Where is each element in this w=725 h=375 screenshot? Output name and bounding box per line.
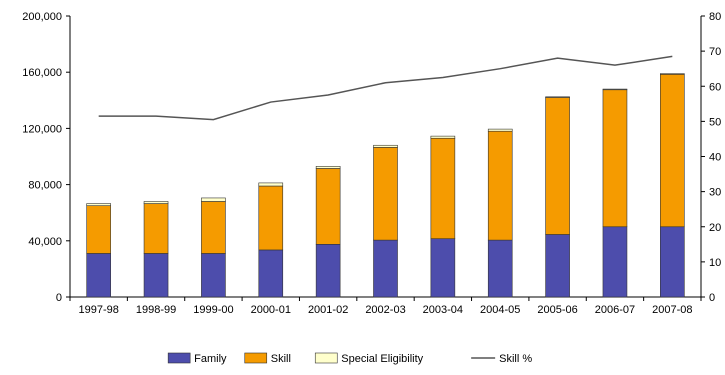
left-tick-label: 80,000	[28, 180, 62, 192]
bar-skill	[430, 137, 456, 239]
bar-family	[201, 253, 226, 298]
plot-area: 0 40,000 80,000 120,000 160,000 200,000 0 10 20 3…	[22, 11, 721, 316]
x-tick-label: 1998-99	[136, 304, 176, 316]
bar-family	[143, 253, 169, 298]
left-tick-label: 120,000	[22, 123, 62, 135]
bar-skill	[143, 203, 169, 254]
x-tick-label: 2000-01	[251, 304, 291, 316]
legend-label-skill: Skill	[271, 353, 291, 365]
bar-skill	[487, 130, 513, 241]
right-tick-label: 30	[709, 187, 721, 199]
legend-label-special-eligibility: Special Eligibility	[341, 353, 423, 365]
x-tick-label: 2004-05	[480, 304, 520, 316]
x-tick-label: 2002-03	[365, 304, 405, 316]
bar-skill	[86, 205, 111, 254]
bar-special-eligibility	[602, 88, 628, 91]
bar-special-eligibility	[660, 73, 685, 75]
right-tick-label: 40	[709, 152, 721, 164]
left-tick-label: 0	[56, 292, 62, 304]
bar-special-eligibility	[315, 166, 341, 169]
legend-swatch-special-eligibility	[314, 352, 338, 364]
right-tick-label: 20	[709, 222, 721, 234]
bar-family	[545, 234, 570, 298]
bar-special-eligibility	[373, 144, 398, 148]
bar-special-eligibility	[487, 128, 513, 132]
x-tick-label: 2001-02	[308, 304, 348, 316]
bar-special-eligibility	[258, 182, 284, 187]
bar-special-eligibility	[143, 201, 169, 204]
x-tick-label: 2005-06	[537, 304, 577, 316]
x-tick-label: 1997-98	[78, 304, 118, 316]
bar-family	[86, 253, 111, 298]
right-tick-label: 70	[709, 46, 721, 58]
legend: Family Skill Special Eligibility Skill %	[167, 352, 532, 365]
x-tick-label: 2007-08	[652, 304, 692, 316]
bar-family	[660, 226, 685, 298]
bar-special-eligibility	[86, 203, 111, 206]
right-tick-label: 80	[709, 11, 721, 23]
bar-special-eligibility	[545, 96, 570, 98]
legend-swatch-family	[167, 352, 191, 364]
bar-skill	[545, 97, 570, 235]
bar-family	[373, 239, 398, 298]
legend-label-family: Family	[194, 353, 227, 365]
x-tick-label: 2003-04	[423, 304, 463, 316]
bar-family	[430, 238, 456, 298]
x-tick-label: 2006-07	[595, 304, 635, 316]
left-tick-label: 200,000	[22, 11, 62, 23]
bar-skill	[201, 201, 226, 254]
bar-special-eligibility	[430, 135, 456, 139]
legend-swatch-skill	[244, 352, 268, 364]
legend-label-skill-: Skill %	[499, 353, 532, 365]
bar-skill	[602, 89, 628, 228]
left-tick-label: 160,000	[22, 67, 62, 79]
bar-skill	[315, 168, 341, 245]
right-tick-label: 10	[709, 257, 721, 269]
right-tick-label: 50	[709, 116, 721, 128]
bar-family	[315, 244, 341, 298]
bar-family	[602, 226, 628, 298]
bar-skill	[660, 74, 685, 228]
series-line-skill-	[98, 55, 673, 121]
x-tick-label: 1999-00	[193, 304, 233, 316]
right-tick-label: 0	[709, 292, 715, 304]
bar-skill	[373, 147, 398, 241]
left-tick-label: 40,000	[28, 236, 62, 248]
right-tick-label: 60	[709, 81, 721, 93]
bar-family	[258, 249, 284, 298]
bar-special-eligibility	[201, 197, 226, 202]
bar-skill	[258, 185, 284, 251]
bar-family	[487, 239, 513, 298]
